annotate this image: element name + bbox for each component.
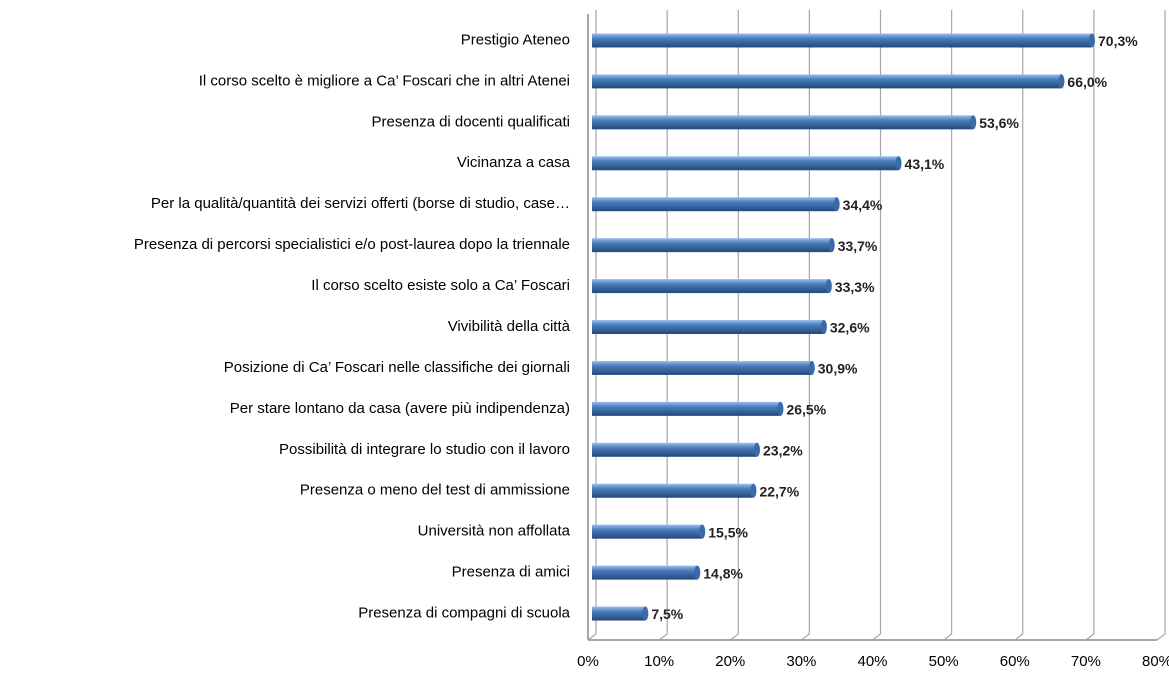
- y-tick-label: Vivibilità della città: [448, 318, 571, 335]
- bar: [592, 238, 832, 253]
- grid-line-floor: [943, 633, 952, 641]
- bar: [592, 565, 698, 580]
- x-tick-label: 50%: [929, 653, 959, 670]
- y-tick-label: Presenza o meno del test di ammissione: [300, 482, 570, 499]
- bar-cap: [820, 320, 827, 334]
- y-tick-label: Posizione di Ca’ Foscari nelle classific…: [224, 359, 570, 376]
- value-label: 43,1%: [905, 156, 945, 172]
- x-tick-label: 20%: [715, 653, 745, 670]
- x-tick-label: 0%: [577, 653, 599, 670]
- value-label: 14,8%: [703, 565, 743, 581]
- value-label: 30,9%: [818, 361, 858, 377]
- x-tick-label: 80%: [1142, 653, 1169, 670]
- y-tick-label: Prestigio Ateneo: [461, 31, 570, 48]
- bar: [592, 197, 837, 212]
- y-tick-label: Per la qualità/quantità dei servizi offe…: [151, 195, 570, 212]
- grid-line-floor: [1085, 633, 1095, 641]
- bar-cap: [833, 197, 840, 212]
- value-label: 22,7%: [759, 483, 799, 499]
- bar: [592, 279, 829, 294]
- value-label: 32,6%: [830, 320, 870, 336]
- y-tick-label: Presenza di amici: [452, 564, 570, 581]
- y-tick-label: Il corso scelto è migliore a Ca’ Foscari…: [199, 72, 570, 89]
- x-tick-label: 70%: [1071, 653, 1101, 670]
- grid-line-floor: [1156, 633, 1166, 641]
- bar: [592, 115, 974, 130]
- value-label: 70,3%: [1098, 33, 1138, 49]
- bar-cap: [642, 606, 649, 621]
- bar-cap: [1058, 74, 1065, 89]
- value-label: 26,5%: [786, 402, 826, 418]
- y-tick-label: Presenza di percorsi specialistici e/o p…: [134, 236, 570, 253]
- value-label: 34,4%: [843, 197, 883, 213]
- x-tick-label: 40%: [857, 653, 887, 670]
- bar: [592, 606, 646, 621]
- bar-cap: [750, 483, 757, 498]
- grid-line-floor: [587, 633, 597, 641]
- bar-cap: [895, 156, 902, 171]
- bar: [592, 442, 758, 457]
- bar: [592, 524, 703, 539]
- bar-cap: [828, 238, 835, 253]
- bar: [592, 74, 1062, 89]
- bar: [592, 483, 754, 498]
- bar-cap: [1089, 33, 1096, 48]
- grid-line-floor: [872, 633, 881, 641]
- bar: [592, 320, 824, 334]
- grid-line-floor: [658, 633, 668, 641]
- bar: [592, 360, 812, 375]
- bar-cap: [699, 524, 706, 539]
- y-tick-label: Presenza di compagni di scuola: [358, 605, 570, 622]
- x-tick-label: 10%: [644, 653, 674, 670]
- bar-cap: [970, 115, 977, 130]
- value-label: 33,3%: [835, 279, 875, 295]
- value-label: 15,5%: [708, 524, 748, 540]
- bar-cap: [825, 279, 832, 294]
- y-tick-label: Università non affollata: [418, 523, 571, 540]
- y-tick-label: Per stare lontano da casa (avere più ind…: [230, 400, 570, 417]
- value-label: 66,0%: [1067, 74, 1107, 90]
- grid-line-floor: [801, 633, 810, 641]
- grid-line-floor: [1014, 633, 1024, 641]
- value-label: 33,7%: [838, 238, 878, 254]
- grid-line-floor: [729, 633, 739, 641]
- value-label: 53,6%: [979, 115, 1019, 131]
- bar: [592, 401, 781, 416]
- bar-cap: [754, 442, 761, 457]
- y-tick-label: Possibilità di integrare lo studio con i…: [279, 441, 570, 458]
- value-label: 23,2%: [763, 443, 803, 459]
- value-label: 7,5%: [651, 606, 683, 622]
- bar-cap: [808, 360, 815, 375]
- y-tick-label: Presenza di docenti qualificati: [372, 113, 570, 130]
- x-tick-label: 60%: [1000, 653, 1030, 670]
- y-tick-label: Il corso scelto esiste solo a Ca’ Foscar…: [311, 277, 570, 294]
- x-tick-label: 30%: [786, 653, 816, 670]
- bar-cap: [694, 565, 701, 580]
- bar-cap: [777, 401, 784, 416]
- bar: [592, 156, 899, 171]
- bar: [592, 33, 1093, 48]
- y-tick-label: Vicinanza a casa: [457, 154, 571, 171]
